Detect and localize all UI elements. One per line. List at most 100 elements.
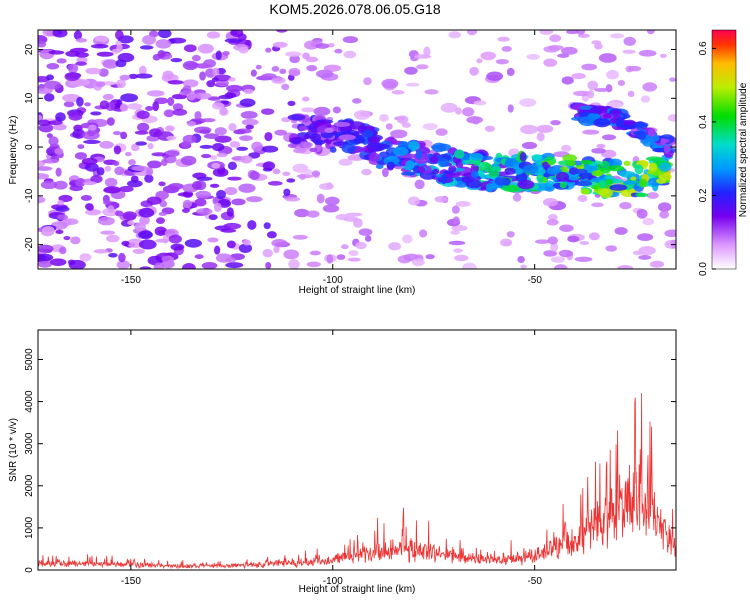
spectrogram-blob <box>194 254 204 259</box>
spectrogram-blob <box>59 246 67 255</box>
spectrogram-blob <box>289 54 300 64</box>
spectrogram-blob <box>638 49 657 57</box>
spectrogram-blob <box>212 142 225 152</box>
spectrogram-blob <box>562 154 577 162</box>
snr-x-label: Height of straight line (km) <box>299 584 416 595</box>
spectrogram-blob <box>127 103 143 110</box>
spectrogram-blob <box>531 154 543 161</box>
spectrogram-blob <box>171 93 188 100</box>
spectrogram-blob <box>605 245 617 252</box>
spectrogram-blob <box>154 226 167 237</box>
spectrogram-blob <box>659 210 670 219</box>
spectrogram-blob <box>623 36 637 46</box>
spectrogram-blob <box>547 44 564 51</box>
spectrogram-blob <box>368 152 381 162</box>
spectrogram-blob <box>267 181 283 186</box>
spectrogram-blob <box>660 137 667 146</box>
spectrogram-blob <box>271 239 288 248</box>
spectrogram-blob <box>119 103 129 112</box>
spectrogram-blob <box>191 54 201 62</box>
spectrogram-blob <box>166 135 177 141</box>
spectrogram-blob <box>639 178 648 188</box>
spectrogram-blob <box>145 106 154 112</box>
spectrogram-blob <box>381 78 399 89</box>
spectrogram-blob <box>480 155 493 161</box>
spectrogram-blob <box>221 100 230 105</box>
spectrogram-blob <box>216 152 228 158</box>
spectrogram-blob <box>112 160 120 167</box>
spectrogram-blob <box>657 202 672 212</box>
spectrogram-blob <box>106 234 120 243</box>
spectrogram-blob <box>658 162 672 172</box>
spectrogram-blob <box>55 167 62 177</box>
spectrogram-blob <box>577 194 588 203</box>
spectrogram-blob <box>201 118 216 123</box>
spectrogram-blob <box>225 262 244 269</box>
spectrogram-blob <box>199 71 206 81</box>
spectrogram-blob <box>589 106 603 114</box>
spectrogram-blob <box>147 160 162 169</box>
spectrogram-blob <box>103 186 121 194</box>
spectrogram-blob <box>215 50 222 60</box>
spectrogram-blob <box>436 143 452 152</box>
spectrogram-blob <box>329 146 337 153</box>
spectrogram-blob <box>120 131 128 140</box>
spectrogram-blob <box>182 85 192 95</box>
spectrogram-blob <box>238 243 253 254</box>
spectrogram-blob <box>571 168 588 175</box>
spectrogram-blob <box>407 196 420 206</box>
colorbar-gradient <box>711 29 737 270</box>
spectrogram-blob <box>306 65 318 72</box>
spectrogram-blob <box>266 231 277 239</box>
spectrogram-blob <box>325 196 340 206</box>
spectrogram-blob <box>90 43 109 49</box>
spectrogram-blob <box>287 100 296 107</box>
spectrogram-blob <box>617 264 634 269</box>
spectrogram-blob <box>316 69 334 79</box>
spectrogram-blob <box>667 114 676 122</box>
spectrogram-blob <box>76 96 84 107</box>
spectrogram-blob <box>622 49 636 54</box>
spectrogram-blob <box>182 199 193 209</box>
spectrogram-blob <box>401 122 411 128</box>
spectrogram-blob <box>576 30 586 35</box>
spectrogram-blob <box>180 155 197 166</box>
spectrogram-blob <box>243 88 254 95</box>
spectrogram-blob <box>375 163 384 169</box>
spectrogram-blob <box>139 266 152 269</box>
spectrogram-blob <box>596 143 606 149</box>
spectrogram-blob <box>566 30 579 35</box>
spectrogram-blob <box>536 132 545 142</box>
spectrogram-blob <box>298 125 308 131</box>
spectrogram-blob <box>294 208 310 218</box>
spectrogram-blob <box>120 93 139 103</box>
spectrogram-blob <box>334 48 343 54</box>
spectrogram-x-label: Height of straight line (km) <box>299 285 416 296</box>
spectrogram-blob <box>342 36 359 44</box>
spectrogram-blob <box>38 119 51 127</box>
spectrogram-blob <box>506 67 515 77</box>
spectrogram-blob <box>54 147 64 155</box>
spectrogram-blob <box>194 92 212 100</box>
spectrogram-blob <box>80 194 92 201</box>
spectrogram-x-tick-label: -150 <box>121 275 141 286</box>
spectrogram-blob <box>642 217 655 226</box>
spectrogram-blob <box>645 156 664 162</box>
spectrogram-blob <box>99 140 114 149</box>
spectrogram-blob <box>146 90 165 97</box>
spectrogram-blob <box>619 170 636 178</box>
spectrogram-blob <box>486 71 504 81</box>
spectrogram-blob <box>322 204 340 213</box>
spectrogram-blob <box>512 193 522 202</box>
spectrogram-blob <box>197 43 214 54</box>
spectrogram-blob <box>165 125 175 132</box>
spectrogram-blob <box>106 117 115 126</box>
spectrogram-blob <box>347 121 366 130</box>
spectrogram-blob <box>343 50 357 59</box>
spectrogram-blob <box>38 253 54 262</box>
spectrogram-blob <box>536 124 554 133</box>
spectrogram-blob <box>216 189 226 200</box>
spectrogram-blob <box>450 230 460 235</box>
spectrogram-blob <box>587 90 595 99</box>
